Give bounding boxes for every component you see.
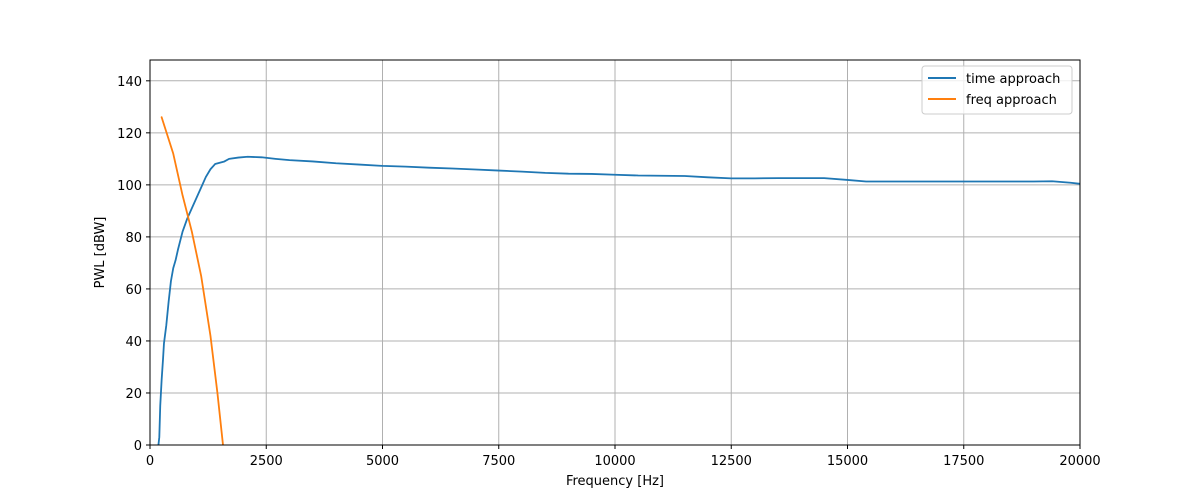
y-tick-label: 20 — [125, 387, 142, 402]
y-tick-label: 60 — [125, 283, 142, 298]
x-tick-label: 17500 — [943, 454, 984, 469]
x-tick-label: 20000 — [1059, 454, 1100, 469]
legend: time approach freq approach — [921, 65, 1073, 115]
x-axis-label: Frequency [Hz] — [566, 474, 664, 489]
legend-box — [921, 65, 1073, 115]
series-line-time-approach — [157, 155, 1080, 445]
y-tick-label: 0 — [134, 439, 142, 454]
series-lines — [157, 116, 1080, 445]
y-tick-label: 140 — [117, 75, 142, 90]
series-line-freq-approach — [160, 116, 224, 445]
y-axis-label: PWL [dBW] — [93, 217, 108, 289]
x-tick-label: 10000 — [594, 454, 635, 469]
x-tick-label: 15000 — [827, 454, 868, 469]
legend-label: time approach — [966, 72, 1060, 87]
y-tick-label: 80 — [125, 231, 142, 246]
x-tick-label: 0 — [146, 454, 154, 469]
legend-label: freq approach — [966, 93, 1057, 108]
y-tick-label: 40 — [125, 335, 142, 350]
y-tick-label: 100 — [117, 179, 142, 194]
x-tick-label: 12500 — [711, 454, 752, 469]
axis-ticks: 0 2500 5000 7500 10000 12500 15000 17500 20000 0 2… — [117, 75, 1101, 469]
grid-lines — [149, 60, 1081, 446]
x-tick-label: 7500 — [482, 454, 515, 469]
y-tick-label: 120 — [117, 127, 142, 142]
x-tick-label: 5000 — [366, 454, 399, 469]
x-tick-label: 2500 — [250, 454, 283, 469]
